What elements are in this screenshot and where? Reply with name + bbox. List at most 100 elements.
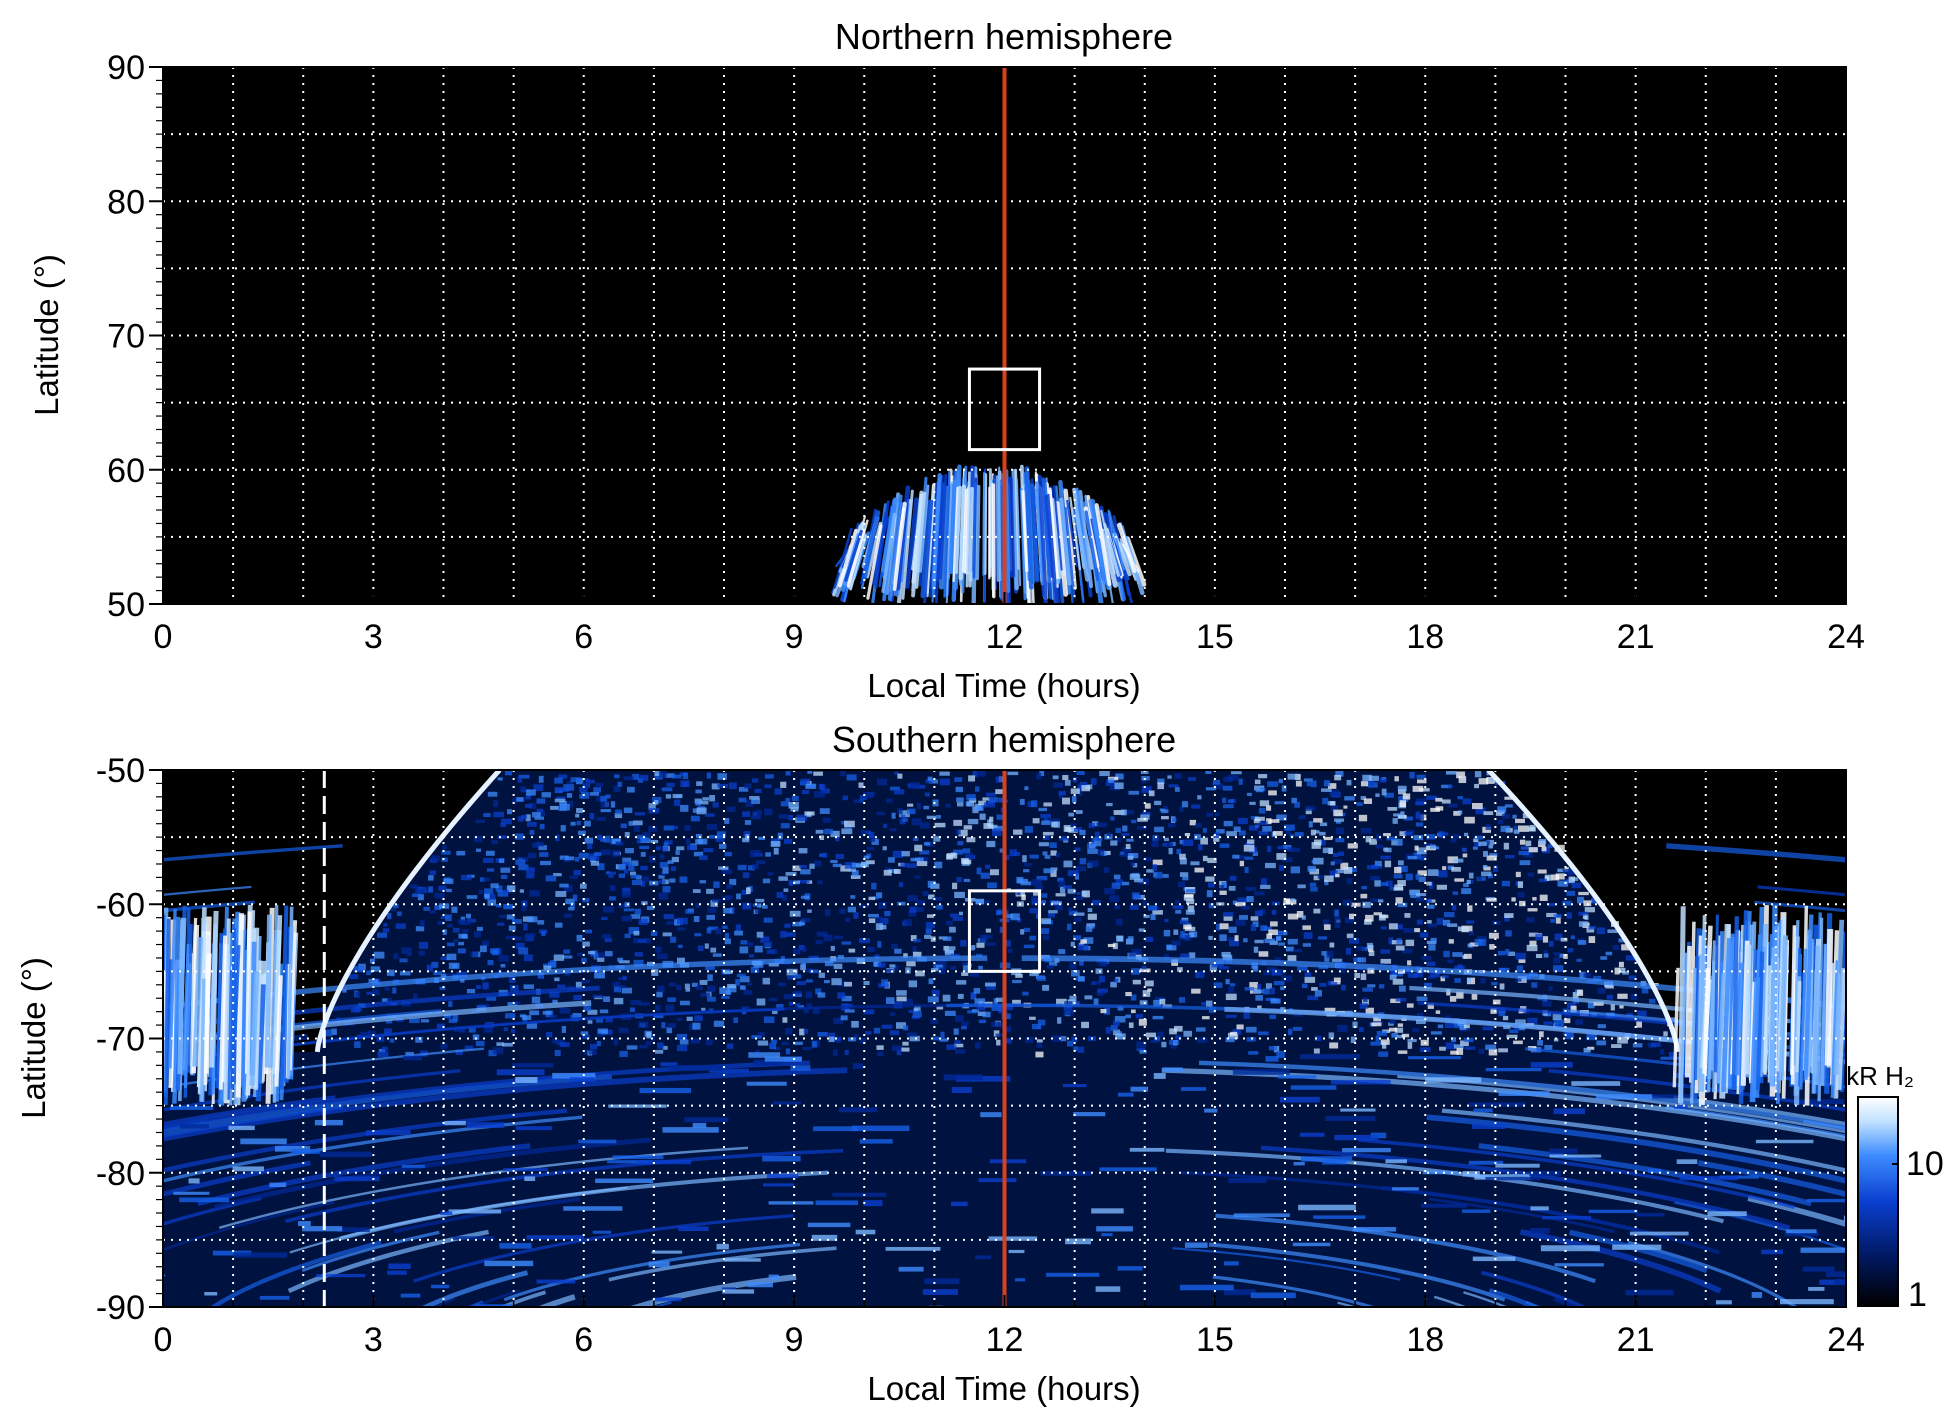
south-emission-speckle [1311, 842, 1321, 849]
south-emission-band [179, 1197, 230, 1203]
south-emission-band [1233, 1213, 1290, 1218]
south-emission-speckle [906, 961, 916, 967]
south-emission-speckle [491, 950, 499, 956]
south-emission-speckle [382, 998, 389, 1003]
south-emission-speckle [485, 893, 496, 900]
south-emission-speckle [446, 923, 453, 928]
south-emission-speckle [1071, 1036, 1078, 1042]
south-emission-speckle [1547, 903, 1555, 907]
south-auroral-curtain-dawn [218, 935, 228, 1090]
south-emission-speckle [465, 913, 471, 919]
south-emission-speckle [652, 796, 662, 804]
south-emission-speckle [1057, 1017, 1062, 1024]
south-emission-speckle [1115, 879, 1123, 886]
south-emission-band [552, 1072, 596, 1079]
south-emission-speckle [1058, 949, 1066, 955]
south-emission-speckle [1636, 1020, 1642, 1028]
south-emission-speckle [807, 770, 813, 774]
south-emission-band [1046, 1272, 1100, 1277]
south-emission-speckle [980, 872, 990, 879]
south-emission-speckle [1394, 866, 1402, 874]
south-emission-speckle [1541, 846, 1547, 852]
south-emission-speckle [676, 984, 682, 991]
south-emission-speckle [1152, 1015, 1164, 1020]
south-emission-speckle [706, 772, 711, 779]
south-emission-speckle [860, 861, 869, 868]
south-emission-speckle [1477, 936, 1487, 942]
south-emission-band [1095, 1286, 1121, 1292]
north-y-tick-label: 70 [107, 318, 145, 356]
south-emission-speckle [830, 830, 840, 838]
south-emission-speckle [502, 1042, 513, 1047]
south-emission-speckle [792, 992, 802, 998]
south-emission-speckle [1198, 844, 1203, 851]
south-emission-speckle [813, 771, 823, 776]
south-emission-speckle [696, 781, 703, 786]
south-emission-speckle [445, 914, 452, 921]
south-auroral-curtain-dawn [231, 945, 241, 1067]
south-emission-band [772, 1101, 802, 1105]
south-emission-speckle [967, 1010, 977, 1014]
south-emission-speckle [412, 893, 422, 898]
south-emission-speckle [747, 982, 752, 986]
south-emission-speckle [1219, 843, 1230, 848]
south-emission-speckle [582, 941, 590, 947]
colorbar-label: kR H₂ [1846, 1061, 1914, 1091]
south-emission-speckle [983, 823, 994, 829]
south-emission-speckle [824, 828, 834, 834]
south-emission-speckle [958, 829, 968, 837]
south-emission-speckle [933, 836, 941, 842]
south-emission-speckle [809, 969, 819, 974]
south-emission-speckle [754, 788, 762, 793]
south-emission-speckle [493, 1047, 504, 1055]
south-emission-speckle [1030, 800, 1038, 808]
south-emission-speckle [755, 1050, 760, 1054]
south-emission-speckle [1254, 785, 1265, 791]
south-emission-speckle [650, 839, 659, 844]
south-emission-speckle [1417, 779, 1427, 784]
south-emission-speckle [850, 895, 856, 899]
south-emission-speckle [903, 919, 912, 927]
south-emission-speckle [1358, 814, 1368, 822]
south-emission-speckle [1191, 988, 1201, 994]
south-emission-speckle [520, 814, 527, 819]
south-emission-speckle [1164, 837, 1169, 842]
south-emission-speckle [576, 934, 583, 942]
south-emission-speckle [931, 968, 940, 972]
south-emission-speckle [1560, 937, 1568, 942]
south-emission-speckle [754, 945, 763, 953]
south-emission-speckle [1159, 998, 1166, 1005]
south-emission-speckle [761, 904, 768, 909]
south-emission-band [515, 1126, 552, 1131]
south-emission-speckle [1453, 1044, 1464, 1049]
south-emission-speckle [899, 818, 906, 825]
south-emission-speckle [785, 797, 791, 802]
south-emission-band [1099, 1167, 1157, 1172]
south-emission-speckle [1226, 831, 1237, 837]
south-emission-speckle [1488, 932, 1499, 939]
south-emission-speckle [509, 985, 519, 992]
south-emission-speckle [563, 949, 571, 954]
south-emission-speckle [1042, 831, 1054, 836]
south-emission-arc [163, 1073, 612, 1135]
south-emission-speckle [915, 906, 925, 912]
south-emission-speckle [1570, 1005, 1577, 1013]
south-emission-speckle [888, 868, 899, 874]
south-emission-speckle [801, 790, 810, 794]
south-emission-speckle [1376, 1031, 1387, 1036]
south-emission-speckle [1335, 868, 1345, 874]
south-emission-speckle [1441, 784, 1452, 789]
south-emission-speckle [1343, 805, 1348, 809]
south-emission-band [608, 1104, 667, 1108]
south-emission-speckle [726, 1043, 734, 1049]
south-emission-speckle [1117, 1006, 1124, 1011]
south-emission-speckle [1175, 909, 1182, 914]
south-emission-speckle [956, 802, 964, 807]
south-emission-speckle [1219, 890, 1227, 895]
south-emission-speckle [1043, 868, 1054, 874]
north-emission-streak [911, 490, 924, 598]
south-emission-speckle [1362, 901, 1371, 908]
south-emission-arc [1428, 1197, 1616, 1234]
south-emission-speckle [837, 992, 846, 999]
south-emission-speckle [1250, 916, 1259, 921]
